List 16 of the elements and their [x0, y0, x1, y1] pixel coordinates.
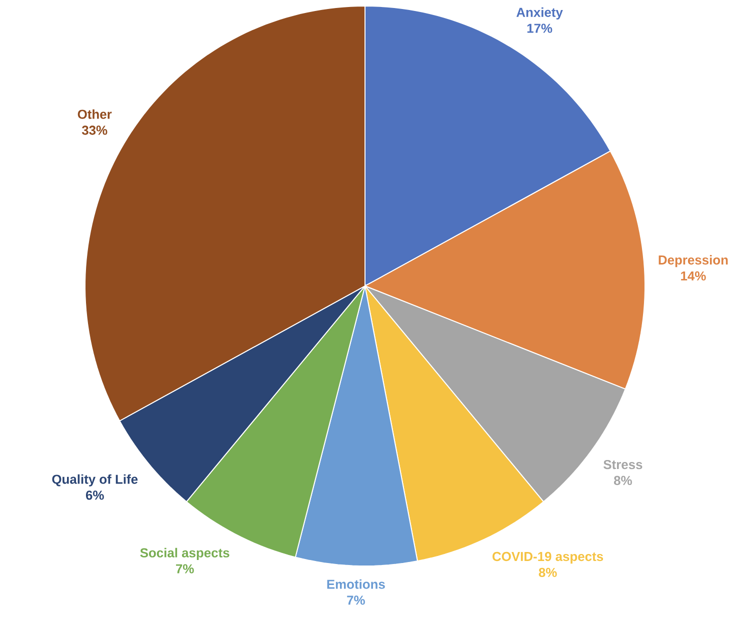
slice-label: COVID-19 aspects [492, 552, 604, 564]
data-label: 8% [538, 568, 557, 578]
slice-label: Social aspects [140, 548, 230, 560]
data-label: 6% [86, 490, 104, 500]
slice-label: Emotions [327, 579, 385, 589]
data-label: 33% [82, 126, 108, 135]
data-label: 14% [681, 271, 706, 280]
slice-label: Other [78, 109, 112, 119]
slice-label: Quality of Life [52, 474, 138, 486]
data-label: 7% [176, 564, 194, 574]
data-label: 8% [614, 476, 632, 486]
slice-label: Anxiety [516, 7, 563, 20]
data-label: 17% [527, 24, 552, 33]
data-label: 7% [347, 596, 365, 605]
slice-label: Stress [604, 460, 642, 470]
slice-label: Depression [658, 255, 728, 268]
